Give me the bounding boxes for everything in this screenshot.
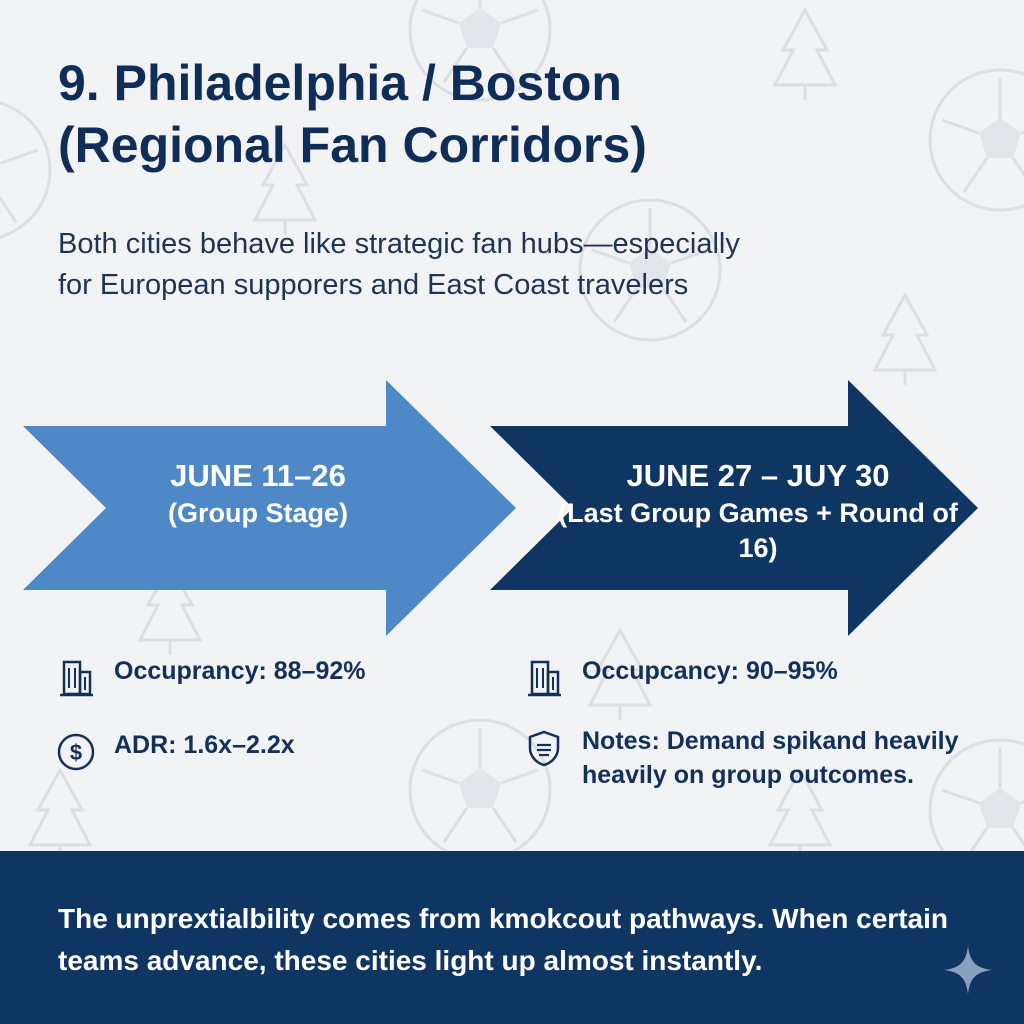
arrow-text: JUNE 11–26 (Group Stage) bbox=[78, 456, 438, 531]
shield-icon bbox=[520, 724, 568, 772]
arrow-shape bbox=[490, 380, 978, 636]
stat-text: ADR: 1.6x–2.2x bbox=[114, 731, 295, 759]
stat-occupancy-phase-2: Occupcancy: 90–95% bbox=[520, 654, 980, 702]
arrow-fill bbox=[490, 380, 978, 636]
arrow-fill bbox=[23, 380, 516, 636]
phase-date: JUNE 11–26 bbox=[170, 458, 346, 493]
stat-text: Occuprancy: 88–92% bbox=[114, 657, 366, 685]
page-subtitle: Both cities behave like strategic fan hu… bbox=[58, 228, 740, 301]
soccer-ball-icon bbox=[0, 98, 52, 242]
phase-label: (Group Stage) bbox=[168, 498, 348, 528]
phase-label: (Last Group Games + Round of 16) bbox=[558, 498, 958, 563]
footer-banner: The unprextialbility comes from kmokcout… bbox=[0, 851, 1024, 1024]
page-title: 9. Philadelphia / Boston (Regional Fan C… bbox=[58, 52, 958, 176]
stat-notes-phase-2: Notes: Demand spikand heavily heavily on… bbox=[520, 724, 980, 792]
title-line-2: (Regional Fan Corridors) bbox=[58, 117, 647, 173]
pine-tree-icon bbox=[28, 768, 92, 862]
building-icon bbox=[520, 654, 568, 702]
pine-tree-icon bbox=[873, 293, 937, 387]
title-line-1: 9. Philadelphia / Boston bbox=[58, 55, 622, 111]
stat-text: Notes: Demand spikand heavily heavily on… bbox=[582, 727, 959, 789]
building-icon bbox=[52, 654, 100, 702]
arrow-shape bbox=[23, 380, 516, 636]
phase-date: JUNE 27 – JUY 30 bbox=[626, 458, 890, 493]
phase-arrow-group-stage: JUNE 11–26 (Group Stage) bbox=[18, 378, 518, 638]
svg-text:$: $ bbox=[70, 740, 82, 765]
phase-arrow-round-of-16: JUNE 27 – JUY 30 (Last Group Games + Rou… bbox=[488, 378, 980, 638]
footer-text: The unprextialbility comes from kmokcout… bbox=[58, 903, 948, 976]
dollar-circle-icon: $ bbox=[52, 728, 100, 776]
stat-occupancy-phase-1: Occuprancy: 88–92% bbox=[52, 654, 472, 702]
stat-adr-phase-1: $ ADR: 1.6x–2.2x bbox=[52, 728, 472, 776]
sparkle-icon bbox=[944, 946, 992, 994]
arrow-text: JUNE 27 – JUY 30 (Last Group Games + Rou… bbox=[548, 456, 968, 566]
stat-text: Occupcancy: 90–95% bbox=[582, 657, 838, 685]
